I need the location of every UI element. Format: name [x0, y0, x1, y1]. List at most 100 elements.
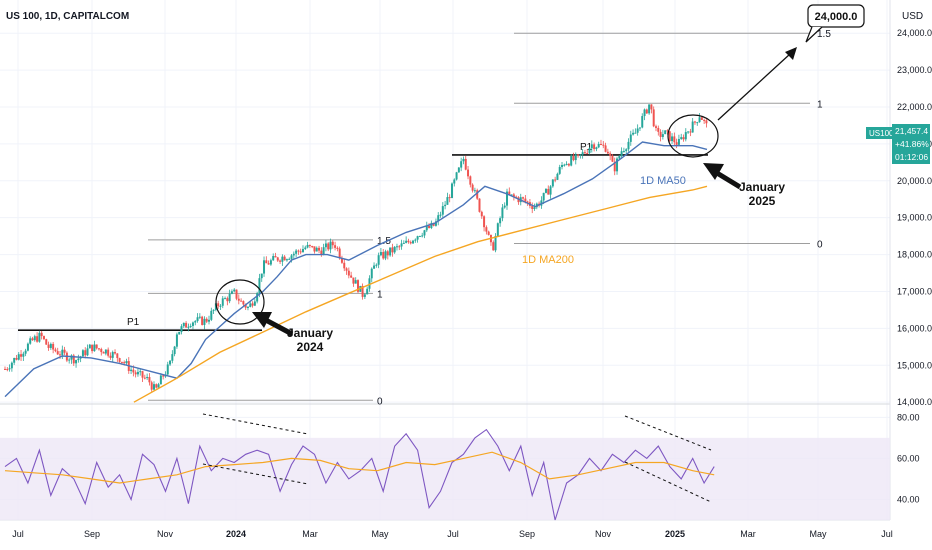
candle-body: [120, 361, 123, 363]
candle-body: [100, 348, 103, 353]
candle-body: [279, 260, 282, 262]
candle-body: [373, 265, 376, 269]
candle-body: [450, 183, 453, 198]
ma50-line: [4, 141, 708, 398]
candle-body: [86, 348, 89, 356]
candle-body: [210, 310, 213, 320]
candle-body: [155, 384, 158, 388]
candle-body: [267, 263, 270, 265]
candle-body: [322, 247, 325, 255]
candle-body: [565, 163, 568, 165]
pivot-label: P1: [580, 142, 593, 153]
candle-body: [26, 343, 29, 351]
candle-body: [428, 225, 431, 228]
candle-body: [313, 246, 316, 252]
candle-body: [253, 301, 256, 306]
candle-body: [570, 156, 573, 166]
candle-body: [75, 360, 78, 364]
candle-body: [439, 214, 442, 216]
candle-body: [327, 243, 330, 250]
fib-level-label: 0: [817, 240, 823, 251]
candle-body: [13, 357, 16, 363]
rsi-tick-label: 80.00: [897, 412, 920, 422]
candle-body: [366, 288, 369, 295]
candle-body: [22, 353, 25, 357]
x-tick-label: 2024: [226, 529, 246, 539]
candle-body: [40, 332, 43, 337]
candle-body: [627, 141, 630, 150]
x-tick-label: 2025: [665, 529, 685, 539]
time-axis[interactable]: Jul Sep Nov 2024 Mar May Jul Sep Nov 2025 Mar May Ju…: [12, 529, 893, 539]
candle-body: [269, 260, 272, 265]
candle-body: [384, 251, 387, 259]
candle-body: [56, 351, 59, 355]
candle-body: [554, 179, 557, 181]
price-axis[interactable]: 14,000.0 15,000.0 16,000.0 17,000.0 18,000.0…: [897, 28, 932, 407]
candle-body: [352, 277, 355, 284]
candle-body: [643, 109, 646, 117]
candle-body: [308, 244, 311, 247]
y-tick-label: 24,000.0: [897, 28, 932, 38]
candle-body: [593, 144, 596, 150]
candle-body: [604, 145, 607, 152]
candle-body: [437, 215, 440, 222]
candle-body: [63, 349, 66, 353]
candle-body: [338, 248, 341, 259]
jan-2024-label-line1: January: [287, 326, 333, 340]
candle-body: [111, 352, 114, 358]
candle-body: [402, 242, 405, 244]
candle-body: [421, 235, 424, 237]
candle-body: [141, 371, 144, 378]
candle-body: [47, 344, 50, 348]
candle-body: [224, 298, 227, 300]
candle-body: [533, 207, 536, 209]
candle-body: [654, 126, 657, 128]
candle-body: [148, 377, 151, 383]
candle-body: [350, 275, 353, 278]
x-tick-label: Jul: [881, 529, 893, 539]
candle-body: [512, 194, 515, 197]
candle-body: [675, 142, 678, 145]
candle-body: [336, 247, 339, 249]
candle-body: [444, 204, 447, 207]
candle-body: [522, 197, 525, 199]
candle-body: [609, 153, 612, 156]
candle-body: [299, 251, 302, 253]
candle-body: [182, 322, 185, 327]
candle-body: [409, 242, 412, 244]
x-tick-label: May: [809, 529, 827, 539]
candle-body: [4, 368, 6, 370]
candle-body: [579, 154, 582, 156]
candle-body: [368, 278, 371, 289]
candle-body: [590, 144, 593, 149]
candle-body: [70, 355, 73, 360]
candle-body: [59, 354, 62, 356]
candle-body: [88, 344, 91, 349]
y-tick-label: 15,000.0: [897, 360, 932, 370]
candle-body: [457, 167, 460, 173]
candle-body: [38, 332, 41, 342]
rsi-ma-line: [4, 451, 715, 484]
candle-body: [285, 259, 288, 261]
candle-body: [196, 317, 199, 322]
svg-text:+41.86%: +41.86%: [895, 139, 929, 149]
candle-body: [460, 161, 463, 168]
candle-body: [625, 149, 628, 152]
candle-body: [506, 191, 509, 206]
candle-body: [524, 198, 527, 202]
candle-body: [228, 293, 231, 302]
candle-body: [632, 132, 635, 135]
candle-body: [501, 207, 504, 219]
x-tick-label: Nov: [157, 529, 174, 539]
candle-body: [531, 205, 534, 209]
candle-body: [187, 326, 190, 328]
candle-body: [650, 104, 653, 110]
candle-body: [306, 244, 309, 248]
candle-body: [301, 249, 304, 253]
svg-text:US100: US100: [869, 129, 894, 138]
candle-body: [246, 306, 249, 308]
candle-body: [97, 348, 100, 350]
candle-body: [68, 359, 71, 361]
rsi-axis[interactable]: 40.00 60.00 80.00: [897, 412, 920, 504]
